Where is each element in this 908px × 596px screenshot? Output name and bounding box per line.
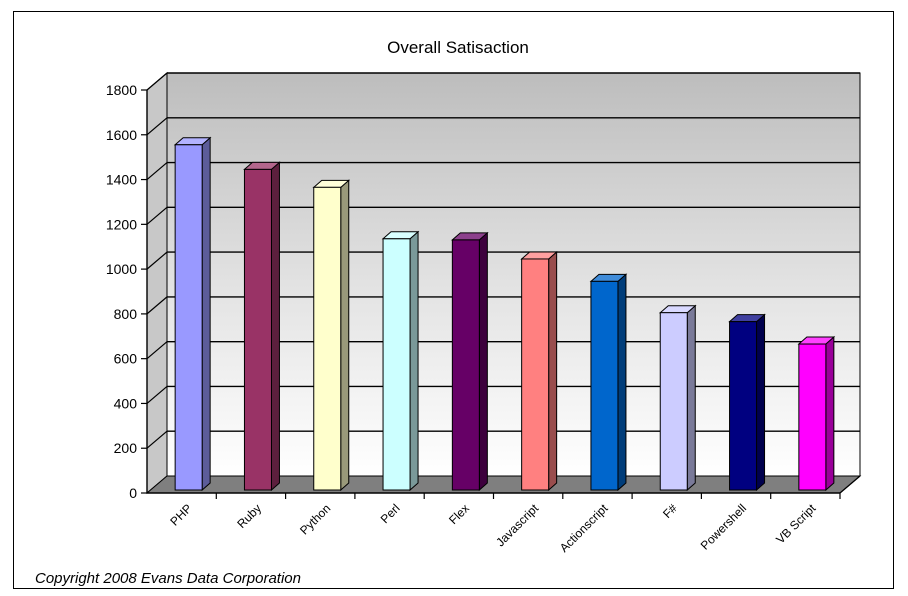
x-tick-label: Python — [297, 501, 333, 537]
bar — [728, 313, 766, 492]
gridline-side — [146, 385, 168, 404]
bar-front — [729, 321, 758, 491]
x-tick-label: PHP — [167, 501, 194, 528]
bar-front — [243, 168, 272, 491]
bar-front — [382, 238, 411, 491]
y-tick-label: 1200 — [106, 216, 137, 232]
side-wall — [146, 71, 168, 495]
gridline-side — [146, 341, 168, 360]
gridline-side — [146, 251, 168, 270]
gridline-side — [146, 117, 168, 136]
bar-front — [451, 239, 480, 491]
bar — [797, 335, 836, 492]
x-tick-label: VB Script — [773, 501, 819, 547]
y-tick-label: 200 — [114, 440, 138, 456]
bar — [312, 179, 351, 492]
bar-side — [548, 250, 558, 492]
y-tick-label: 1800 — [106, 82, 137, 98]
bar — [173, 136, 212, 492]
y-tick-label: 600 — [114, 351, 138, 367]
y-tick-label: 400 — [114, 395, 138, 411]
bar — [451, 231, 489, 492]
bar — [589, 273, 628, 492]
x-tick-label: F# — [660, 501, 680, 521]
bar-front — [174, 144, 203, 491]
x-tick-label: Actionscript — [557, 501, 611, 555]
bar-side — [478, 231, 488, 492]
bar-side — [201, 136, 211, 492]
bar — [658, 304, 697, 492]
bar — [520, 250, 558, 492]
x-tick-label: Javascript — [493, 501, 542, 550]
gridline-side — [146, 206, 168, 225]
bar-front — [590, 280, 619, 491]
chart-title: Overall Satisaction — [387, 38, 529, 57]
gridline-side — [146, 296, 168, 315]
bar-side — [617, 273, 627, 492]
y-tick-label: 1400 — [106, 172, 137, 188]
bar-front — [798, 343, 827, 491]
x-tick-label: Powershell — [698, 501, 749, 552]
x-tick-label: Perl — [378, 501, 403, 526]
bar-front — [521, 258, 550, 491]
floor-edge — [839, 475, 861, 494]
bar — [381, 230, 420, 492]
bar-side — [825, 335, 835, 492]
x-axis-labels: PHP Ruby Python Perl Flex Javascript Actionscr… — [167, 493, 841, 555]
bars — [173, 136, 836, 492]
y-tick-label: 1000 — [106, 261, 137, 277]
x-tick-label: Ruby — [234, 501, 264, 531]
y-tick-label: 1600 — [106, 127, 137, 143]
bar-side — [686, 304, 696, 492]
bar-side — [340, 179, 350, 492]
gridline-side — [146, 72, 168, 91]
y-axis-ticks: 0 200 400 600 800 1000 1200 1400 1600 1800 — [106, 82, 147, 501]
y-tick-label: 800 — [114, 306, 138, 322]
gridline-side — [146, 162, 168, 181]
bar-side — [756, 313, 766, 492]
gridline-side — [146, 430, 168, 449]
bar-front — [659, 312, 688, 491]
copyright-text: Copyright 2008 Evans Data Corporation — [35, 570, 301, 587]
bar-side — [409, 230, 419, 492]
x-tick-label: Flex — [446, 501, 472, 527]
bar-side — [270, 161, 280, 492]
bar-front — [313, 186, 342, 491]
bar — [243, 161, 281, 492]
y-tick-label: 0 — [129, 485, 137, 501]
